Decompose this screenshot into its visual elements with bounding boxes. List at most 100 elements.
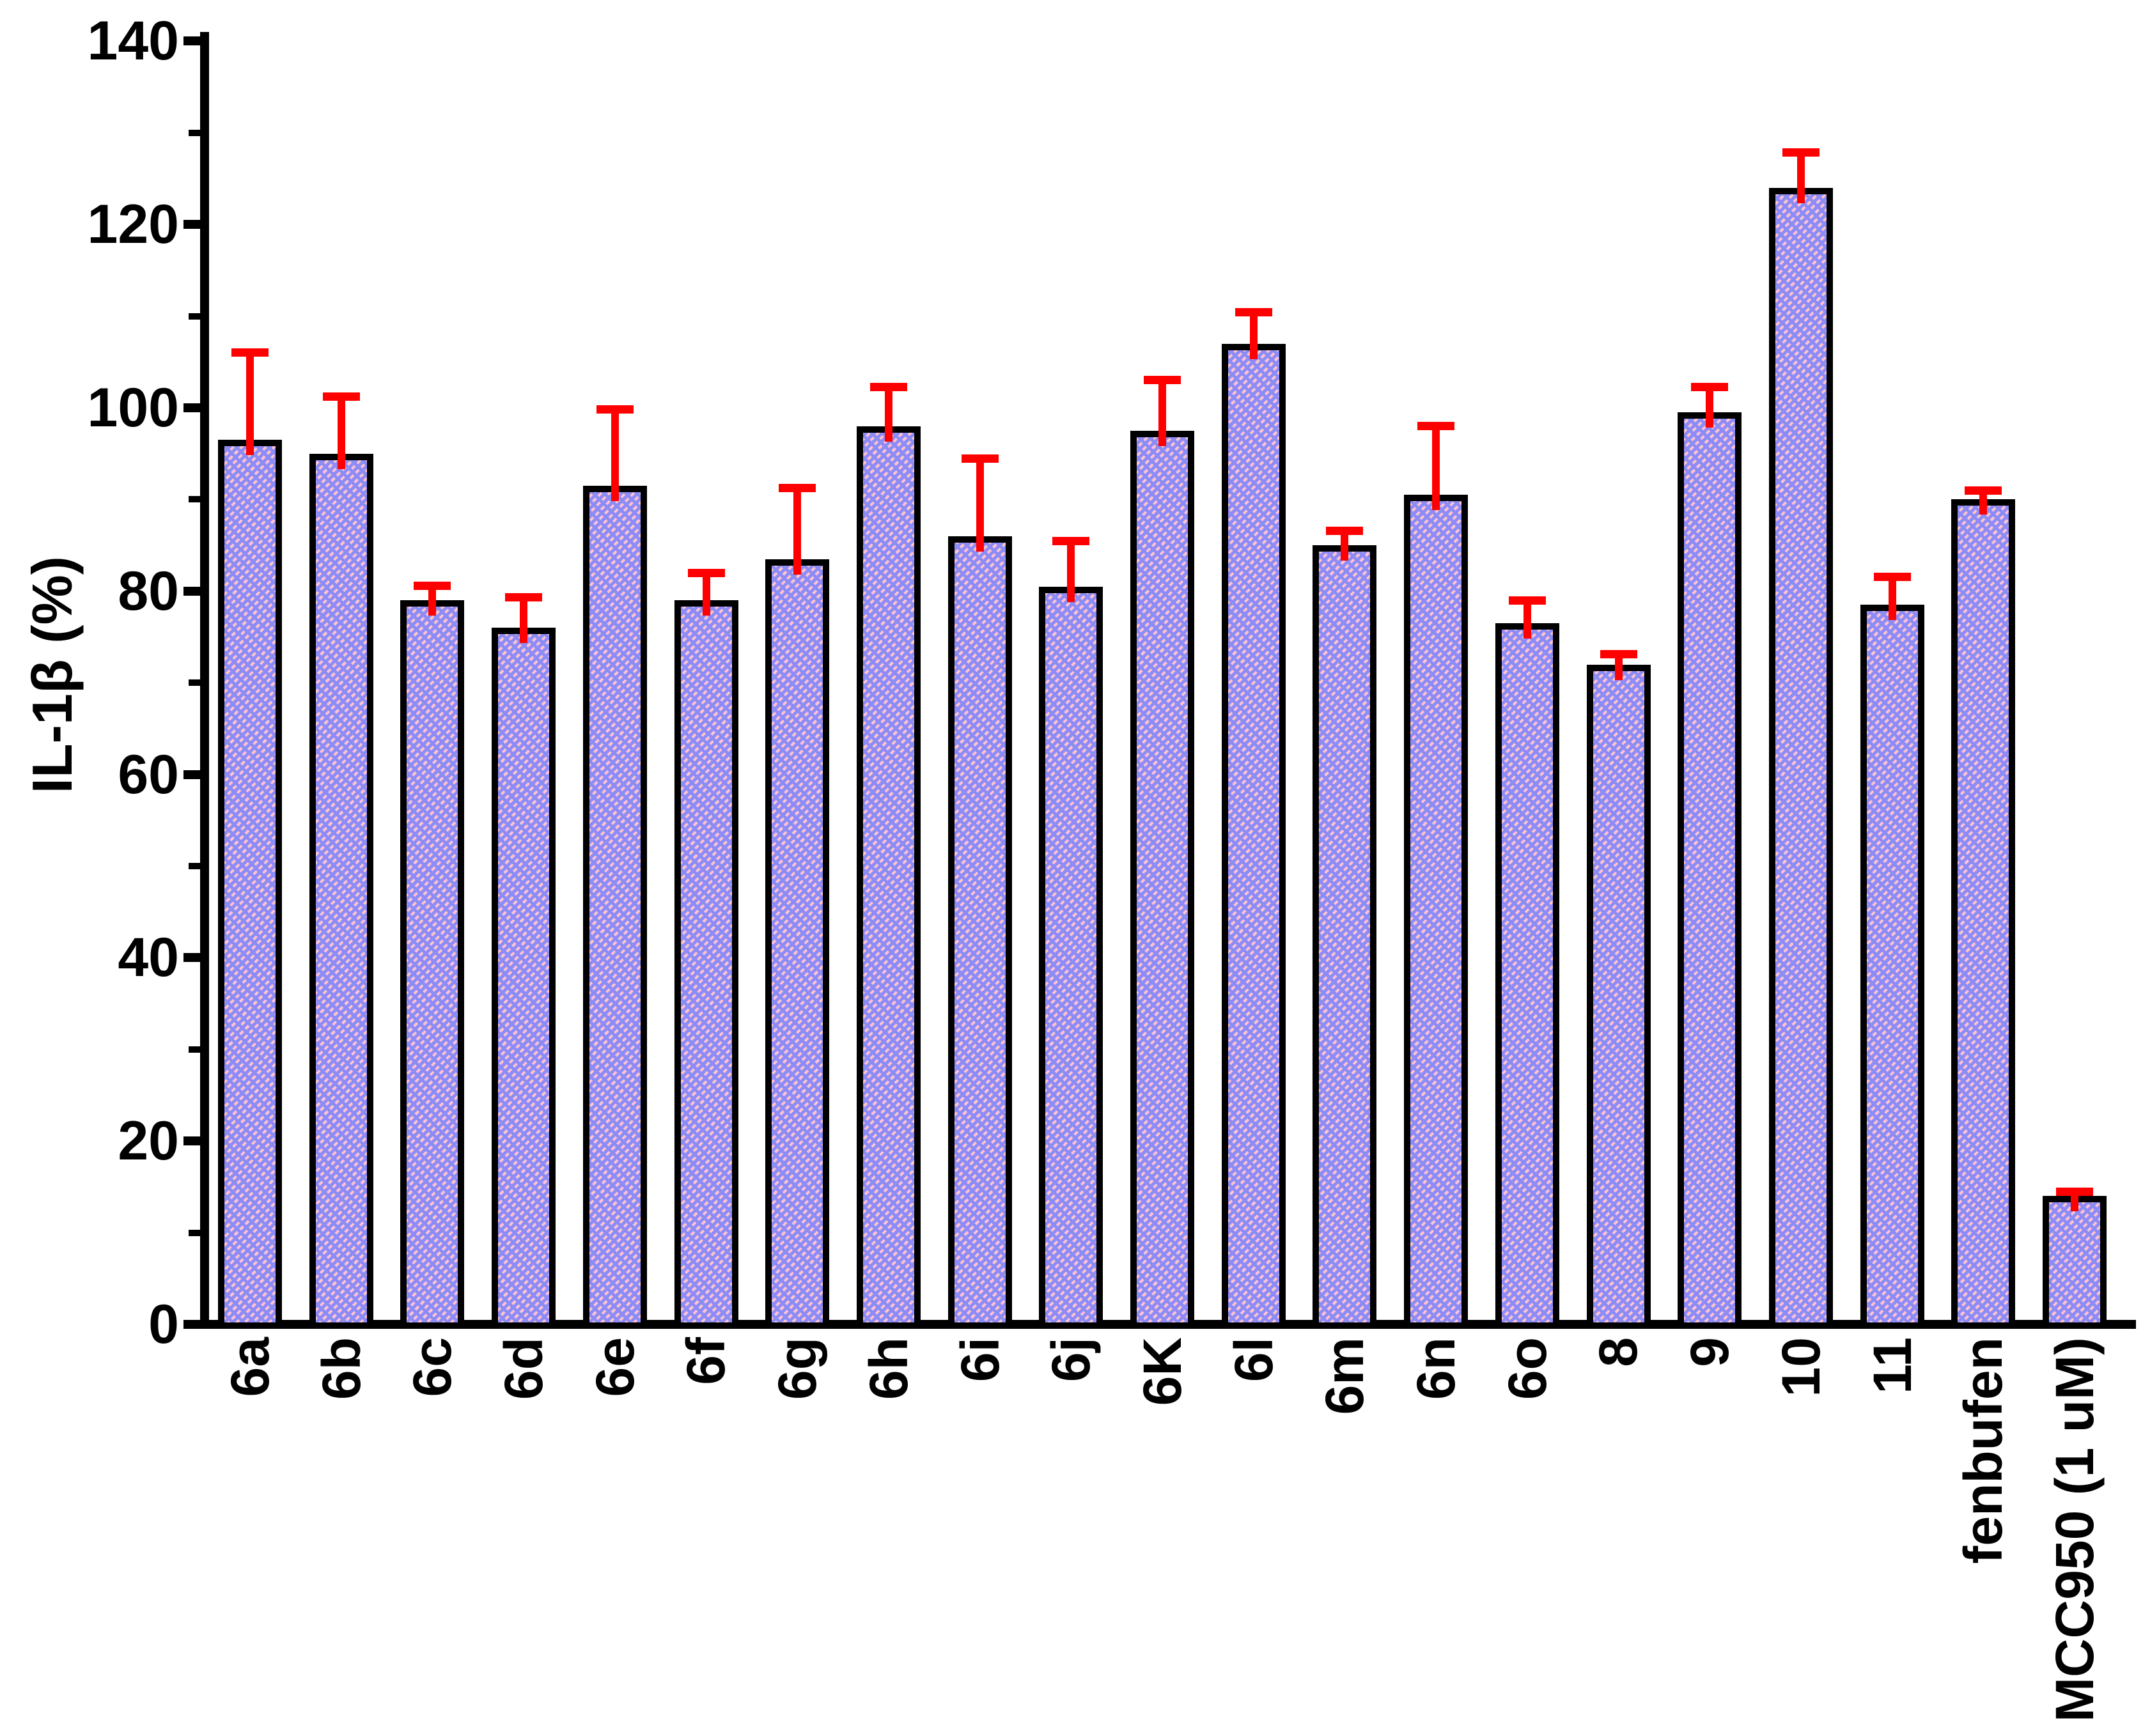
bar-6i [947,536,1012,1329]
x-label-cell-9: 9 [1664,1337,1756,1736]
x-label-cell-6K: 6K [1117,1337,1208,1736]
x-label-6K: 6K [1132,1337,1192,1406]
x-label-6n: 6n [1406,1337,1467,1400]
y-minor-tick-30 [189,1046,200,1053]
x-label-6l: 6l [1223,1337,1284,1383]
y-tick-label-0: 0 [148,1294,179,1355]
y-tick-label-80: 80 [118,560,179,622]
y-tick-label-120: 120 [87,194,180,256]
x-label-6a: 6a [219,1337,280,1397]
error-bar-stem-6c [428,588,437,616]
y-tick-label-100: 100 [87,377,180,438]
error-bar-cap-6f [687,569,725,578]
y-minor-tick-50 [189,863,200,869]
error-bar-stem-6K [1158,382,1166,446]
error-bar-stem-MCC950 (1 uM) [2071,1194,2078,1212]
error-bar-stem-11 [1888,579,1896,621]
bar-6m [1313,545,1377,1329]
error-bar-cap-6n [1417,421,1455,430]
error-bar-cap-6K [1144,375,1181,384]
x-label-6m: 6m [1314,1337,1375,1415]
error-bar-cap-6l [1235,307,1272,316]
bar-6g [765,559,830,1329]
bar-6h [856,426,921,1329]
error-bar-stem-6l [1249,314,1258,359]
x-label-6o: 6o [1497,1337,1557,1400]
bar-6o [1495,623,1559,1329]
x-label-cell-6d: 6d [478,1337,570,1736]
x-label-fenbufen: fenbufen [1953,1337,2014,1564]
error-bar-cap-6h [869,383,907,392]
bar-9 [1678,412,1742,1329]
x-label-cell-6j: 6j [1025,1337,1117,1736]
error-bar-cap-6o [1508,596,1546,605]
y-tick-label-60: 60 [118,743,179,805]
y-axis-line [200,32,209,1329]
y-minor-tick-10 [189,1229,200,1236]
x-label-6i: 6i [949,1337,1010,1383]
x-label-MCC950 (1 uM): MCC950 (1 uM) [2044,1337,2105,1723]
error-bar-stem-10 [1796,155,1805,203]
error-bar-stem-6h [884,389,892,442]
x-label-cell-fenbufen: fenbufen [1938,1337,2029,1736]
x-label-cell-6n: 6n [1391,1337,1482,1736]
error-bar-stem-6g [793,490,802,575]
error-bar-cap-8 [1600,649,1637,658]
y-major-tick-40 [183,953,200,963]
y-minor-tick-110 [189,313,200,320]
error-bar-stem-6f [702,575,710,616]
error-bar-stem-6o [1523,603,1531,639]
x-label-6j: 6j [1041,1337,1102,1383]
x-label-cell-6e: 6e [569,1337,660,1736]
bar-6d [492,628,556,1329]
bar-8 [1586,664,1651,1329]
y-minor-tick-130 [189,129,200,136]
x-label-cell-6a: 6a [205,1337,296,1736]
error-bar-cap-MCC950 (1 uM) [2056,1188,2093,1197]
x-label-cell-6g: 6g [752,1337,843,1736]
error-bar-cap-6e [596,405,634,414]
x-label-cell-8: 8 [1573,1337,1664,1736]
x-label-cell-6i: 6i [934,1337,1025,1736]
x-label-6d: 6d [494,1337,554,1400]
error-bar-cap-6j [1052,537,1090,546]
y-tick-label-20: 20 [118,1110,179,1172]
x-label-cell-6b: 6b [295,1337,387,1736]
error-bar-stem-6d [520,599,528,644]
x-label-11: 11 [1862,1337,1922,1394]
x-label-cell-6m: 6m [1299,1337,1391,1736]
y-tick-label-140: 140 [87,10,180,72]
x-label-cell-6c: 6c [387,1337,478,1736]
x-label-cell-6o: 6o [1481,1337,1573,1736]
error-bar-cap-9 [1691,383,1729,392]
y-major-tick-20 [183,1136,200,1146]
bar-6e [582,485,647,1329]
error-bar-cap-6g [779,484,816,493]
error-bar-cap-6d [505,593,543,601]
y-major-tick-0 [183,1320,200,1329]
x-label-6c: 6c [402,1337,463,1397]
bar-6K [1130,430,1194,1329]
bar-6n [1404,495,1469,1329]
y-minor-tick-90 [189,496,200,503]
bar-6f [674,600,738,1329]
x-label-cell-6f: 6f [660,1337,752,1736]
x-label-cell-6l: 6l [1208,1337,1299,1736]
y-major-tick-120 [183,220,200,229]
y-tick-label-40: 40 [118,927,179,989]
y-major-tick-100 [183,403,200,412]
error-bar-stem-6a [246,354,254,456]
error-bar-cap-6i [961,454,999,463]
error-bar-stem-fenbufen [1979,493,1988,515]
y-major-tick-80 [183,586,200,596]
error-bar-cap-6a [231,348,269,357]
error-bar-stem-6i [976,461,984,552]
y-major-tick-140 [183,36,200,46]
error-bar-cap-fenbufen [1965,486,2002,495]
y-minor-tick-70 [189,679,200,686]
bar-6a [218,440,282,1329]
y-major-tick-60 [183,770,200,779]
x-label-cell-11: 11 [1846,1337,1938,1736]
error-bar-cap-11 [1873,573,1911,582]
